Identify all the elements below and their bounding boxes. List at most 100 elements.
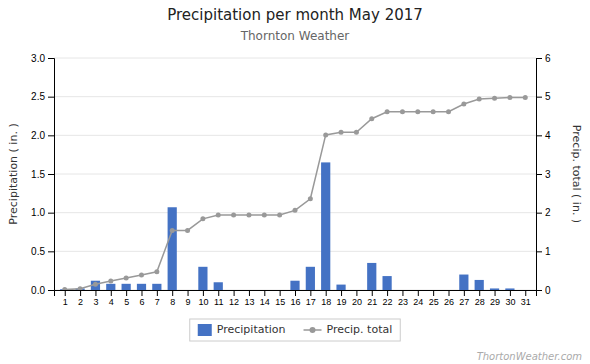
tick-label: 18 [321, 297, 331, 307]
marker [415, 109, 420, 114]
tick-mark [387, 290, 388, 296]
tick-mark [249, 290, 250, 296]
tick-mark [48, 58, 54, 59]
tick-label: 2 [545, 207, 551, 218]
marker [185, 228, 190, 233]
x-axis: 1234567891011121314151617181920212223242… [55, 290, 537, 307]
tick-label: 15 [275, 297, 285, 307]
tick-mark [48, 290, 54, 291]
tick-mark [536, 174, 542, 175]
marker [461, 102, 466, 107]
tick-mark [111, 290, 112, 296]
tick-label: 4 [545, 130, 551, 141]
bar [490, 288, 499, 290]
tick-mark [402, 290, 403, 296]
tick-mark [295, 290, 296, 296]
tick-label: 9 [186, 297, 191, 307]
tick-label: 7 [155, 297, 160, 307]
tick-label: 1 [63, 297, 68, 307]
bar [290, 281, 299, 290]
marker [400, 109, 405, 114]
tick-mark [264, 290, 265, 296]
bar [505, 288, 514, 290]
bar [152, 284, 161, 290]
axis-line [537, 59, 543, 291]
tick-label: 11 [214, 297, 223, 307]
marker [170, 228, 175, 233]
bar [444, 290, 453, 291]
tick: 25 [429, 290, 439, 307]
tick: 0 [536, 285, 551, 296]
tick-label: 29 [490, 297, 500, 307]
bar [336, 285, 345, 290]
legend-swatch [198, 324, 212, 336]
tick: 3 [536, 169, 551, 180]
tick: 26 [444, 290, 454, 307]
bar [244, 290, 253, 291]
tick: 2.0 [31, 130, 54, 141]
tick-mark [536, 213, 542, 214]
tick: 1.5 [31, 169, 54, 180]
tick: 30 [505, 290, 515, 307]
bar [367, 263, 376, 290]
tick-mark [141, 290, 142, 296]
tick-label: 22 [383, 297, 393, 307]
bar [321, 162, 330, 290]
tick-label: 28 [475, 297, 485, 307]
tick: 24 [413, 290, 423, 307]
tick: 27 [459, 290, 469, 307]
y2-axis-label: Precip. total ( in. ) [570, 125, 583, 223]
axis-line [48, 59, 55, 291]
tick-mark [48, 174, 54, 175]
tick: 8 [170, 290, 175, 307]
tick-mark [80, 290, 81, 296]
bar [352, 290, 361, 291]
marker [231, 212, 236, 217]
marker [108, 279, 113, 284]
tick-mark [525, 290, 526, 296]
tick-label: 0.5 [31, 246, 45, 257]
tick-label: 4 [109, 297, 114, 307]
legend-item: Precip. total [304, 323, 393, 336]
marker [93, 282, 98, 287]
grid-line [54, 96, 536, 97]
tick-label: 2.5 [31, 91, 45, 102]
bar [306, 267, 315, 290]
axis-line [55, 291, 537, 297]
bar [521, 290, 530, 291]
tick-mark [418, 290, 419, 296]
bar [275, 290, 284, 291]
tick-mark [203, 290, 204, 296]
tick-label: 27 [459, 297, 469, 307]
tick-label: 5 [124, 297, 129, 307]
bar [229, 290, 238, 291]
tick-mark [326, 290, 327, 296]
tick-label: 3 [93, 297, 98, 307]
tick: 15 [275, 290, 285, 307]
tick-label: 1.5 [31, 169, 45, 180]
marker [477, 96, 482, 101]
bar [183, 290, 192, 291]
tick-label: 24 [413, 297, 423, 307]
legend-item: Precipitation [198, 323, 286, 336]
bar-series [60, 162, 514, 290]
marker [323, 132, 328, 137]
tick-label: 0 [545, 285, 551, 296]
marker [523, 95, 528, 100]
grid-line [54, 174, 536, 175]
tick-mark [479, 290, 480, 296]
y-axis-label: Precipitation ( in. ) [7, 123, 20, 224]
tick: 20 [352, 290, 362, 307]
tick-label: 1.0 [31, 207, 45, 218]
marker [277, 212, 282, 217]
line-series [62, 95, 528, 290]
tick-mark [95, 290, 96, 296]
tick-mark [126, 290, 127, 296]
marker [385, 109, 390, 114]
tick-mark [372, 290, 373, 296]
tick-label: 14 [260, 297, 270, 307]
y2-axis: 0123456 [536, 53, 551, 296]
tick: 4 [536, 130, 551, 141]
marker [354, 130, 359, 135]
tick: 28 [475, 290, 485, 307]
